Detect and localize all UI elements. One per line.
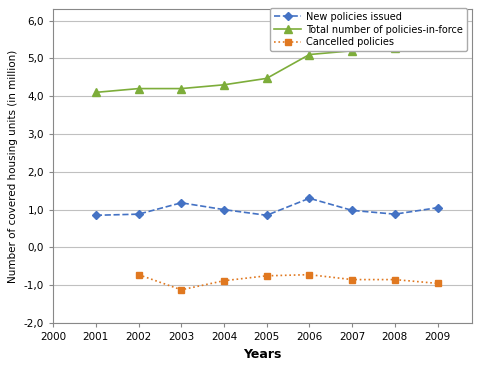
Total number of policies-in-force xyxy=(136,86,142,91)
Legend: New policies issued, Total number of policies-in-force, Cancelled policies: New policies issued, Total number of pol… xyxy=(270,8,467,51)
Cancelled policies xyxy=(179,287,184,292)
New policies issued xyxy=(179,201,184,205)
Total number of policies-in-force xyxy=(179,86,184,91)
New policies issued xyxy=(93,213,99,217)
Total number of policies-in-force xyxy=(93,90,99,94)
Total number of policies-in-force xyxy=(434,43,440,47)
Cancelled policies xyxy=(307,272,312,277)
New policies issued xyxy=(136,212,142,216)
Line: Cancelled policies: Cancelled policies xyxy=(135,272,441,293)
Total number of policies-in-force xyxy=(264,76,270,80)
Cancelled policies xyxy=(264,273,270,278)
X-axis label: Years: Years xyxy=(243,348,282,361)
New policies issued xyxy=(349,208,355,213)
Total number of policies-in-force xyxy=(392,46,397,50)
Cancelled policies xyxy=(349,277,355,282)
New policies issued xyxy=(307,196,312,200)
Cancelled policies xyxy=(434,281,440,286)
Total number of policies-in-force xyxy=(349,49,355,53)
Cancelled policies xyxy=(392,277,397,282)
Line: Total number of policies-in-force: Total number of policies-in-force xyxy=(92,41,441,96)
Cancelled policies xyxy=(221,279,227,283)
New policies issued xyxy=(434,206,440,210)
Y-axis label: Number of covered housing units (in million): Number of covered housing units (in mill… xyxy=(8,49,18,283)
New policies issued xyxy=(264,213,270,217)
New policies issued xyxy=(221,207,227,212)
Total number of policies-in-force xyxy=(307,52,312,57)
Cancelled policies xyxy=(136,272,142,277)
Total number of policies-in-force xyxy=(221,83,227,87)
Line: New policies issued: New policies issued xyxy=(93,195,441,218)
New policies issued xyxy=(392,212,397,216)
